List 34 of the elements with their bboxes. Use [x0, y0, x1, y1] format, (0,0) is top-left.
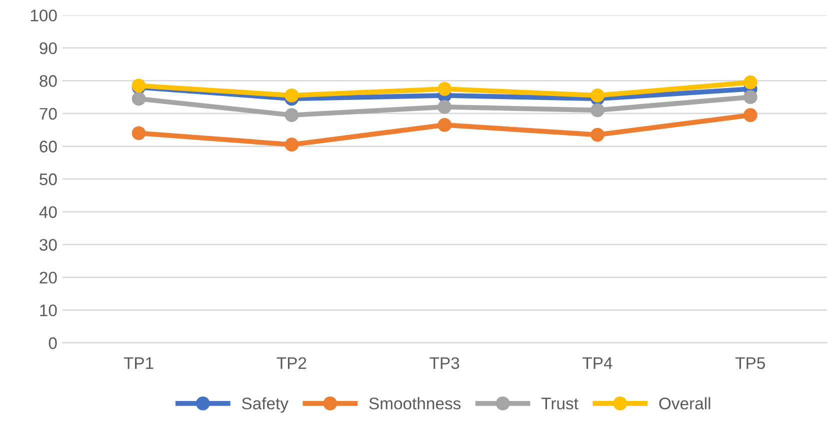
x-tick-label: TP2 [276, 357, 306, 369]
legend-label: Overall [659, 397, 710, 410]
x-tick-label: TP3 [430, 357, 460, 369]
point [590, 128, 604, 142]
legend-label: Safety [242, 397, 288, 413]
y-tick-label: 10 [40, 304, 57, 316]
point [590, 88, 604, 102]
y-tick-label: 60 [40, 140, 57, 152]
point [743, 108, 758, 122]
y-tick-label: 40 [39, 206, 57, 218]
y-tick-label: 70 [40, 108, 57, 120]
x-tick-label: TP4 [582, 357, 612, 369]
point [132, 126, 146, 140]
point [743, 75, 758, 90]
point [438, 118, 452, 132]
y-tick-label: 80 [40, 75, 57, 87]
y-tick-label: 100 [30, 10, 57, 22]
point [438, 100, 452, 114]
y-tick-label: 0 [48, 337, 57, 350]
y-tick-label: 50 [40, 173, 57, 186]
y-tick-label: 90 [40, 42, 57, 54]
point [284, 88, 299, 102]
legend-label: Smoothness [369, 397, 461, 410]
point [590, 103, 604, 118]
x-tick-label: TP1 [124, 357, 154, 369]
legend-label: Trust [542, 398, 578, 410]
point [132, 92, 146, 106]
point [284, 138, 299, 152]
point [438, 82, 452, 96]
y-tick-label: 30 [40, 238, 57, 251]
x-tick-label: TP5 [735, 357, 765, 369]
y-tick-label: 20 [40, 272, 57, 284]
point [284, 108, 299, 122]
point [743, 90, 758, 104]
